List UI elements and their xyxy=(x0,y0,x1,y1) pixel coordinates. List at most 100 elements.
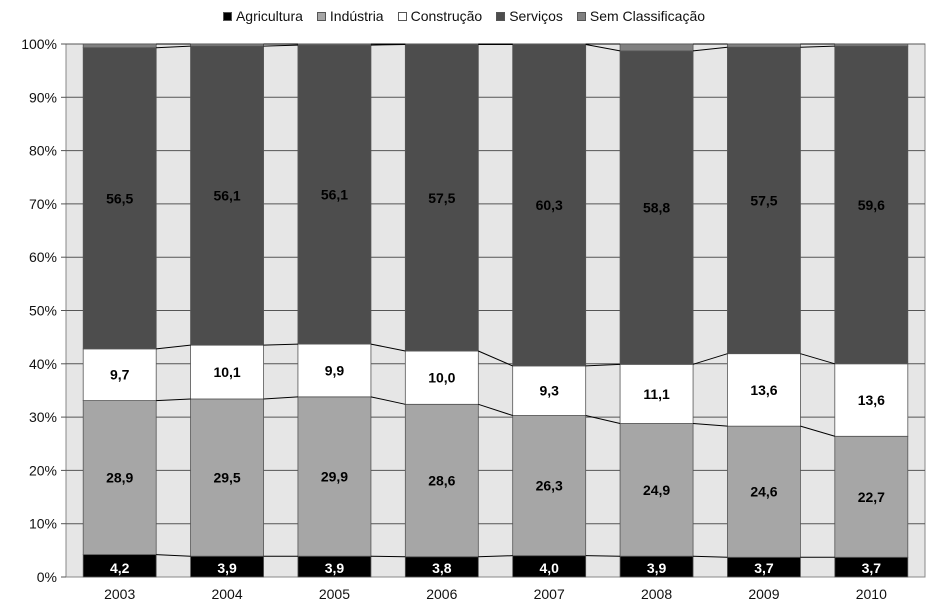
bar-segment xyxy=(297,396,372,557)
data-label: 13,6 xyxy=(858,392,885,408)
legend: Agricultura Indústria Construção Serviços Se… xyxy=(0,8,928,24)
y-tick-label: 50% xyxy=(29,303,57,319)
bar-segment xyxy=(619,423,694,557)
data-label: 29,9 xyxy=(321,469,348,485)
legend-swatch xyxy=(576,11,586,21)
legend-label: Agricultura xyxy=(235,8,303,24)
series-line xyxy=(370,343,406,352)
series-line xyxy=(478,555,513,558)
y-tick-label: 40% xyxy=(29,356,57,372)
series-line xyxy=(693,555,728,558)
bar-segment xyxy=(619,363,694,424)
legend-item: Indústria xyxy=(316,8,384,24)
data-label: 13,6 xyxy=(750,382,777,398)
series-line xyxy=(156,398,191,402)
series-line xyxy=(692,353,728,365)
series-line xyxy=(585,415,621,424)
data-label: 10,0 xyxy=(428,370,455,386)
y-tick-label: 30% xyxy=(29,409,57,425)
data-label: 9,7 xyxy=(110,367,130,383)
y-tick-label: 100% xyxy=(21,36,57,52)
legend-label: Serviços xyxy=(509,8,563,24)
bar-segment xyxy=(834,435,909,558)
series-line xyxy=(263,44,298,47)
legend-label: Construção xyxy=(410,8,483,24)
legend-item: Serviços xyxy=(496,8,563,24)
x-tick-label: 2010 xyxy=(856,586,887,602)
series-line xyxy=(585,363,621,367)
series-line xyxy=(263,396,298,400)
series-line xyxy=(800,45,835,48)
series-line xyxy=(693,422,728,427)
data-label: 3,9 xyxy=(325,560,345,576)
data-label: 9,9 xyxy=(325,362,345,378)
y-tick-label: 80% xyxy=(29,143,57,159)
series-line xyxy=(478,350,513,367)
y-tick-label: 0% xyxy=(37,569,57,585)
series-line xyxy=(800,425,835,437)
data-label: 3,9 xyxy=(217,560,237,576)
bar-segment xyxy=(512,44,587,367)
bar-segment xyxy=(619,43,694,52)
x-tick-label: 2005 xyxy=(319,586,350,602)
series-line xyxy=(156,554,191,557)
series-line xyxy=(585,44,621,52)
legend-label: Sem Classificação xyxy=(589,8,706,24)
series-line xyxy=(370,555,406,558)
bar-segment xyxy=(834,45,909,365)
data-label: 3,9 xyxy=(647,560,667,576)
legend-swatch xyxy=(397,11,407,21)
legend-swatch xyxy=(316,11,326,21)
bar-segment xyxy=(512,365,587,416)
x-tick-label: 2006 xyxy=(426,586,457,602)
series-line xyxy=(263,343,298,346)
y-tick-label: 70% xyxy=(29,196,57,212)
data-label: 56,1 xyxy=(321,187,348,203)
bar-segment xyxy=(404,44,479,352)
bar-segment xyxy=(512,43,587,45)
data-label: 60,3 xyxy=(536,197,563,213)
bar-segment xyxy=(727,425,801,558)
bar-segment xyxy=(404,43,479,45)
bar-segment xyxy=(512,415,587,557)
data-label: 24,6 xyxy=(750,484,777,500)
data-label: 9,3 xyxy=(539,383,559,399)
bar-segment xyxy=(297,343,372,398)
bar-segment xyxy=(297,44,372,345)
bar-segment xyxy=(404,403,479,558)
series-line xyxy=(370,396,406,405)
data-label: 28,6 xyxy=(428,473,455,489)
data-label: 29,5 xyxy=(213,470,240,486)
data-label: 56,5 xyxy=(106,190,133,206)
y-tick-label: 10% xyxy=(29,516,57,532)
x-tick-label: 2008 xyxy=(641,586,672,602)
bar-segment xyxy=(727,46,801,355)
legend-label: Indústria xyxy=(329,8,384,24)
data-label: 57,5 xyxy=(428,190,455,206)
bar-segment xyxy=(834,363,909,437)
data-label: 3,8 xyxy=(432,560,452,576)
series-line xyxy=(800,353,835,365)
legend-item: Sem Classificação xyxy=(576,8,706,24)
data-label: 28,9 xyxy=(106,470,133,486)
y-tick-label: 60% xyxy=(29,249,57,265)
bar-segment xyxy=(190,344,264,400)
data-label: 3,7 xyxy=(754,560,774,576)
bar-segment xyxy=(82,43,157,49)
series-line xyxy=(478,403,513,416)
bar-segment xyxy=(82,400,157,556)
data-label: 56,1 xyxy=(213,188,240,204)
data-label: 26,3 xyxy=(536,478,563,494)
y-tick-label: 90% xyxy=(29,89,57,105)
bar-segment xyxy=(834,43,909,47)
x-tick-label: 2004 xyxy=(211,586,242,602)
bar-segment xyxy=(619,50,694,365)
legend-swatch xyxy=(496,11,506,21)
bar-segment xyxy=(404,350,479,405)
series-line xyxy=(370,44,406,46)
data-label: 4,2 xyxy=(110,560,130,576)
x-tick-label: 2009 xyxy=(748,586,779,602)
bar-segment xyxy=(82,348,157,401)
legend-item: Agricultura xyxy=(222,8,303,24)
